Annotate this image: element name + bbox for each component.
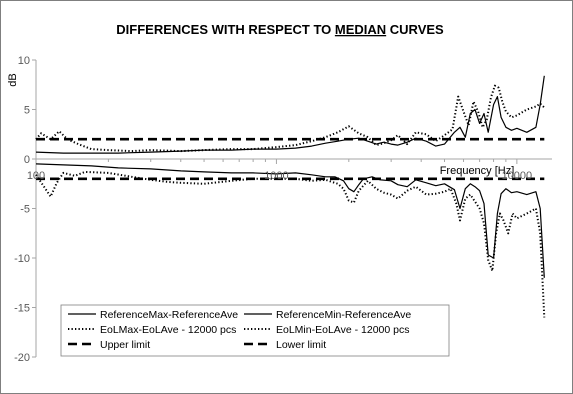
axes-group: 10 5 0 -5 -10 -15 -20 (14, 55, 552, 364)
legend-label: EoLMin-EoLAve - 12000 pcs (276, 324, 409, 336)
y-tick-label: 5 (24, 105, 30, 117)
title-part-1: DIFFERENCES WITH RESPECT TO (116, 22, 335, 37)
legend-label: ReferenceMin-ReferenceAve (276, 309, 411, 321)
legend-label: Lower limit (276, 339, 326, 351)
y-axis-label: dB (7, 73, 19, 86)
x-tick-labels: 100 1000 10000 (27, 170, 532, 182)
x-tick-label: 10000 (502, 170, 533, 182)
y-tick-label: 0 (24, 154, 30, 166)
legend-label: Upper limit (100, 339, 150, 351)
title-part-3: CURVES (386, 22, 444, 37)
series-line-3 (35, 84, 545, 153)
chart-title: DIFFERENCES WITH RESPECT TO MEDIAN CURVE… (116, 22, 444, 37)
legend-label: EoLMax-EoLAve - 12000 pcs (100, 324, 236, 336)
x-tick-label: 1000 (264, 170, 288, 182)
y-tick-label: -20 (14, 352, 30, 364)
x-axis-label: Frequency [Hz] (440, 165, 515, 177)
y-tick-label: 10 (18, 55, 30, 67)
legend: ReferenceMax-ReferenceAve ReferenceMin-Re… (60, 304, 450, 357)
series-line-1 (35, 75, 545, 154)
y-tick-label: -5 (20, 204, 30, 216)
y-tick-label: -10 (14, 253, 30, 265)
x-tick-label: 100 (27, 170, 45, 182)
series-line-2 (35, 163, 545, 278)
legend-label: ReferenceMax-ReferenceAve (100, 309, 238, 321)
y-tick-label: -15 (14, 303, 30, 315)
series-layer (35, 75, 546, 318)
title-part-median: MEDIAN (335, 22, 386, 37)
series-line-4 (35, 170, 546, 318)
